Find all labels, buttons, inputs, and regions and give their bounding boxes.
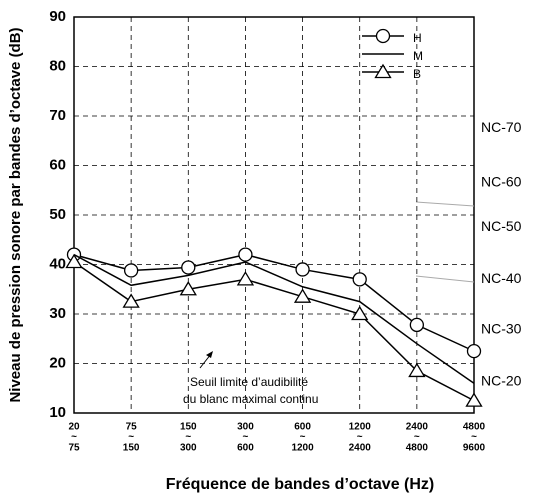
marker-triangle [351, 305, 369, 321]
x-tick-separator: ~ [300, 432, 306, 443]
x-tick-label: 2400 [406, 422, 429, 433]
marker-triangle [465, 392, 483, 407]
marker-triangle [179, 280, 197, 296]
marker-circle [123, 263, 139, 278]
x-tick-label: 600 [294, 422, 311, 433]
legend-marker [375, 28, 391, 44]
nc-curve-fragment [415, 275, 475, 283]
marker-circle [181, 260, 196, 275]
nc-label: NC-50 [481, 218, 522, 234]
legend-marker [374, 63, 392, 79]
x-tick-label: 9600 [463, 443, 486, 454]
x-tick-separator: ~ [243, 432, 249, 443]
nc-curve-fragment [415, 201, 475, 207]
marker-triangle [122, 293, 140, 308]
legend-label: B [413, 67, 421, 81]
nc-label: NC-30 [481, 321, 522, 337]
legend-label: H [413, 31, 422, 45]
marker-triangle [236, 271, 255, 286]
x-tick-separator: ~ [185, 432, 191, 443]
x-tick-separator: ~ [414, 432, 420, 443]
legend-label: M [413, 49, 423, 63]
x-tick-label: 150 [123, 443, 140, 454]
y-tick-label: 70 [49, 107, 66, 124]
nc-label: NC-70 [481, 119, 522, 135]
marker-circle [295, 262, 310, 277]
y-axis-title: Niveau de pression sonore par bandes d’o… [7, 27, 24, 402]
series-line [73, 253, 475, 384]
x-tick-separator: ~ [71, 432, 77, 443]
x-tick-label: 2400 [349, 443, 372, 454]
marker-triangle [408, 362, 426, 378]
x-tick-separator: ~ [128, 432, 134, 443]
marker-triangle [293, 288, 312, 303]
y-tick-label: 90 [49, 8, 66, 25]
marker-circle [466, 343, 482, 359]
marker-circle [409, 317, 425, 333]
marker-triangle [65, 253, 83, 269]
y-tick-label: 30 [49, 305, 66, 322]
x-tick-label: 4800 [406, 443, 429, 454]
x-tick-label: 1200 [349, 422, 372, 433]
x-tick-label: 600 [237, 443, 254, 454]
annotation-line: Seuil limite d’audibilité [190, 375, 308, 389]
marker-circle [352, 272, 367, 287]
annotation-arrowhead [206, 351, 213, 358]
y-tick-label: 60 [49, 156, 66, 173]
x-tick-label: 300 [237, 422, 254, 433]
x-tick-label: 300 [180, 443, 197, 454]
x-tick-label: 75 [126, 422, 138, 433]
x-tick-label: 20 [68, 422, 80, 433]
y-tick-label: 40 [49, 255, 66, 272]
x-tick-label: 75 [68, 443, 80, 454]
marker-circle [238, 247, 253, 262]
y-tick-label: 80 [49, 57, 66, 74]
y-tick-label: 50 [49, 206, 66, 223]
x-tick-separator: ~ [357, 432, 363, 443]
x-tick-separator: ~ [471, 432, 477, 443]
annotation-line: du blanc maximal continu [183, 392, 318, 406]
x-tick-label: 4800 [463, 422, 486, 433]
x-axis-title: Fréquence de bandes d’octave (Hz) [166, 476, 435, 493]
x-tick-label: 150 [180, 422, 197, 433]
y-tick-label: 20 [49, 354, 66, 371]
series-line [73, 261, 475, 402]
series-line [73, 253, 475, 352]
y-tick-label: 10 [49, 404, 66, 421]
nc-label: NC-20 [481, 373, 522, 389]
x-tick-label: 1200 [291, 443, 314, 454]
nc-label: NC-60 [481, 174, 522, 190]
nc-label: NC-40 [481, 270, 522, 286]
